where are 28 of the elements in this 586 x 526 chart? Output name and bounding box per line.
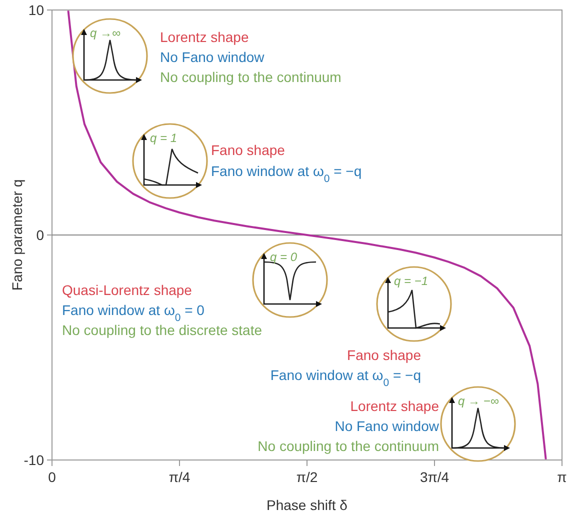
annotation: Lorentz shape (160, 29, 249, 45)
x-tick-label: π/2 (296, 469, 318, 485)
y-tick-label: -10 (24, 452, 44, 468)
annotation: q → −∞ (458, 394, 500, 408)
annotation: No coupling to the continuum (160, 69, 342, 85)
annotation: q = 0 (270, 250, 298, 264)
annotation: Fano window at ω$_{0}$ = −q (211, 163, 362, 185)
annotation: q = −1 (394, 274, 428, 288)
annotation: q = 1 (150, 131, 178, 145)
annotation: Fano shape (347, 347, 422, 363)
annotation: No coupling to the continuum (258, 438, 439, 454)
annotation: Quasi-Lorentz shape (62, 282, 192, 298)
x-tick-label: π/4 (168, 469, 190, 485)
annotation: Lorentz shape (350, 398, 440, 414)
y-tick-label: 0 (36, 227, 44, 243)
annotation: Fano shape (211, 142, 286, 158)
annotation: Fano window at ω$_{0}$ = 0 (62, 302, 205, 324)
x-axis-title: Phase shift δ (266, 497, 348, 513)
annotation: No Fano window (334, 418, 440, 434)
annotation: q →∞ (90, 26, 122, 40)
annotation: No coupling to the discrete state (62, 322, 262, 338)
y-axis-title: Fano parameter q (9, 179, 25, 291)
x-tick-label: 0 (48, 469, 56, 485)
y-tick-label: 10 (28, 2, 44, 18)
x-tick-label: 3π/4 (420, 469, 450, 485)
annotation: Fano window at ω$_{0}$ = −q (270, 367, 421, 389)
annotation: No Fano window (160, 49, 266, 65)
x-tick-label: π (557, 469, 568, 485)
